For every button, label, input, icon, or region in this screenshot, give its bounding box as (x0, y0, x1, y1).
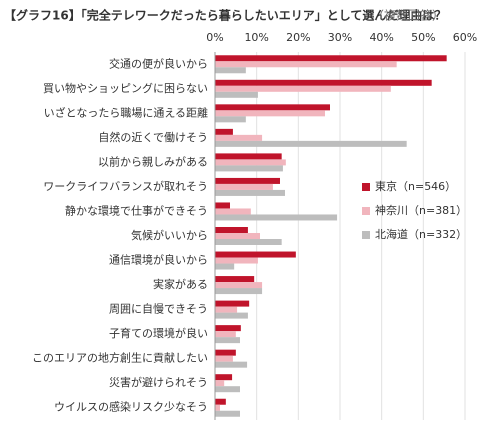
bar (215, 227, 248, 233)
bar (215, 276, 255, 283)
bar (215, 79, 432, 86)
bar (215, 85, 391, 92)
bar (215, 398, 226, 405)
bar (215, 355, 233, 362)
bar (215, 140, 407, 147)
x-tick-label: 50% (411, 31, 435, 44)
bar (215, 233, 260, 239)
bar (215, 177, 280, 184)
bar (215, 55, 447, 62)
bar (215, 337, 240, 344)
y-tick-label: 実家がある (153, 277, 208, 291)
bar (215, 386, 240, 393)
legend-label: 東京（n=546） (375, 179, 456, 193)
bar (215, 183, 273, 190)
bar (215, 128, 233, 135)
bar (215, 214, 338, 221)
y-tick-label: ワークライフバランスが取れそう (43, 179, 208, 193)
y-tick-label: 自然の近くで働けそう (98, 130, 208, 144)
bar (215, 380, 225, 387)
legend-label: 神奈川（n=381） (375, 203, 467, 217)
y-tick-label: 気候がいいから (131, 228, 208, 242)
bar (215, 202, 230, 209)
x-tick-label: 10% (244, 31, 268, 44)
bar (215, 263, 235, 270)
x-tick-label: 60% (453, 31, 477, 44)
bar (215, 361, 248, 368)
bar (215, 349, 236, 356)
y-tick-label: いざとなったら職場に通える距離 (44, 105, 208, 119)
bar (215, 153, 282, 160)
y-tick-label: このエリアの地方創生に貢献したい (32, 351, 208, 365)
bar (215, 331, 236, 338)
bar (215, 288, 263, 295)
bar (215, 116, 246, 123)
y-tick-label: 静かな環境で仕事ができそう (65, 203, 208, 217)
x-tick-label: 30% (328, 31, 352, 44)
legend-label: 北海道（n=332） (375, 227, 467, 241)
y-tick-label: 買い物やショッピングに困らない (43, 81, 208, 95)
bar (215, 67, 246, 74)
bar (215, 159, 286, 166)
bar (215, 91, 258, 98)
chart-title: 【グラフ16】「完全テレワークだったら暮らしたいエリア」として選んだ理由は？ (4, 8, 446, 23)
bar (215, 165, 283, 172)
y-tick-label: 周囲に自慢できそう (109, 303, 208, 316)
bar (215, 300, 250, 307)
bar (215, 251, 296, 258)
legend-swatch (362, 207, 370, 215)
bar (215, 404, 220, 411)
bar (215, 134, 263, 141)
y-tick-label: 災害が避けられそう (109, 375, 208, 389)
x-tick-label: 40% (369, 31, 393, 44)
bar (215, 410, 240, 417)
bar (215, 312, 248, 319)
bar (215, 189, 285, 196)
chart-subtitle: （複数回答） (372, 8, 444, 23)
y-tick-label: 交通の便が良いから (109, 56, 208, 70)
bar (215, 104, 330, 111)
bar (215, 257, 258, 264)
legend-swatch (362, 231, 370, 239)
x-tick-label: 20% (286, 31, 310, 44)
x-tick-label: 0% (206, 31, 223, 44)
y-tick-label: 通信環境が良いから (109, 253, 208, 267)
y-tick-label: ウイルスの感染リスク少なそう (54, 400, 208, 414)
bar (215, 61, 397, 68)
bar (215, 208, 251, 215)
bar (215, 325, 241, 332)
y-tick-label: 以前から親しみがある (98, 154, 208, 168)
bar (215, 374, 233, 381)
bar (215, 282, 263, 289)
bar (215, 306, 238, 313)
y-tick-label: 子育ての環境が良い (109, 326, 208, 340)
legend-swatch (362, 183, 370, 191)
bar (215, 239, 282, 245)
bar (215, 110, 325, 117)
